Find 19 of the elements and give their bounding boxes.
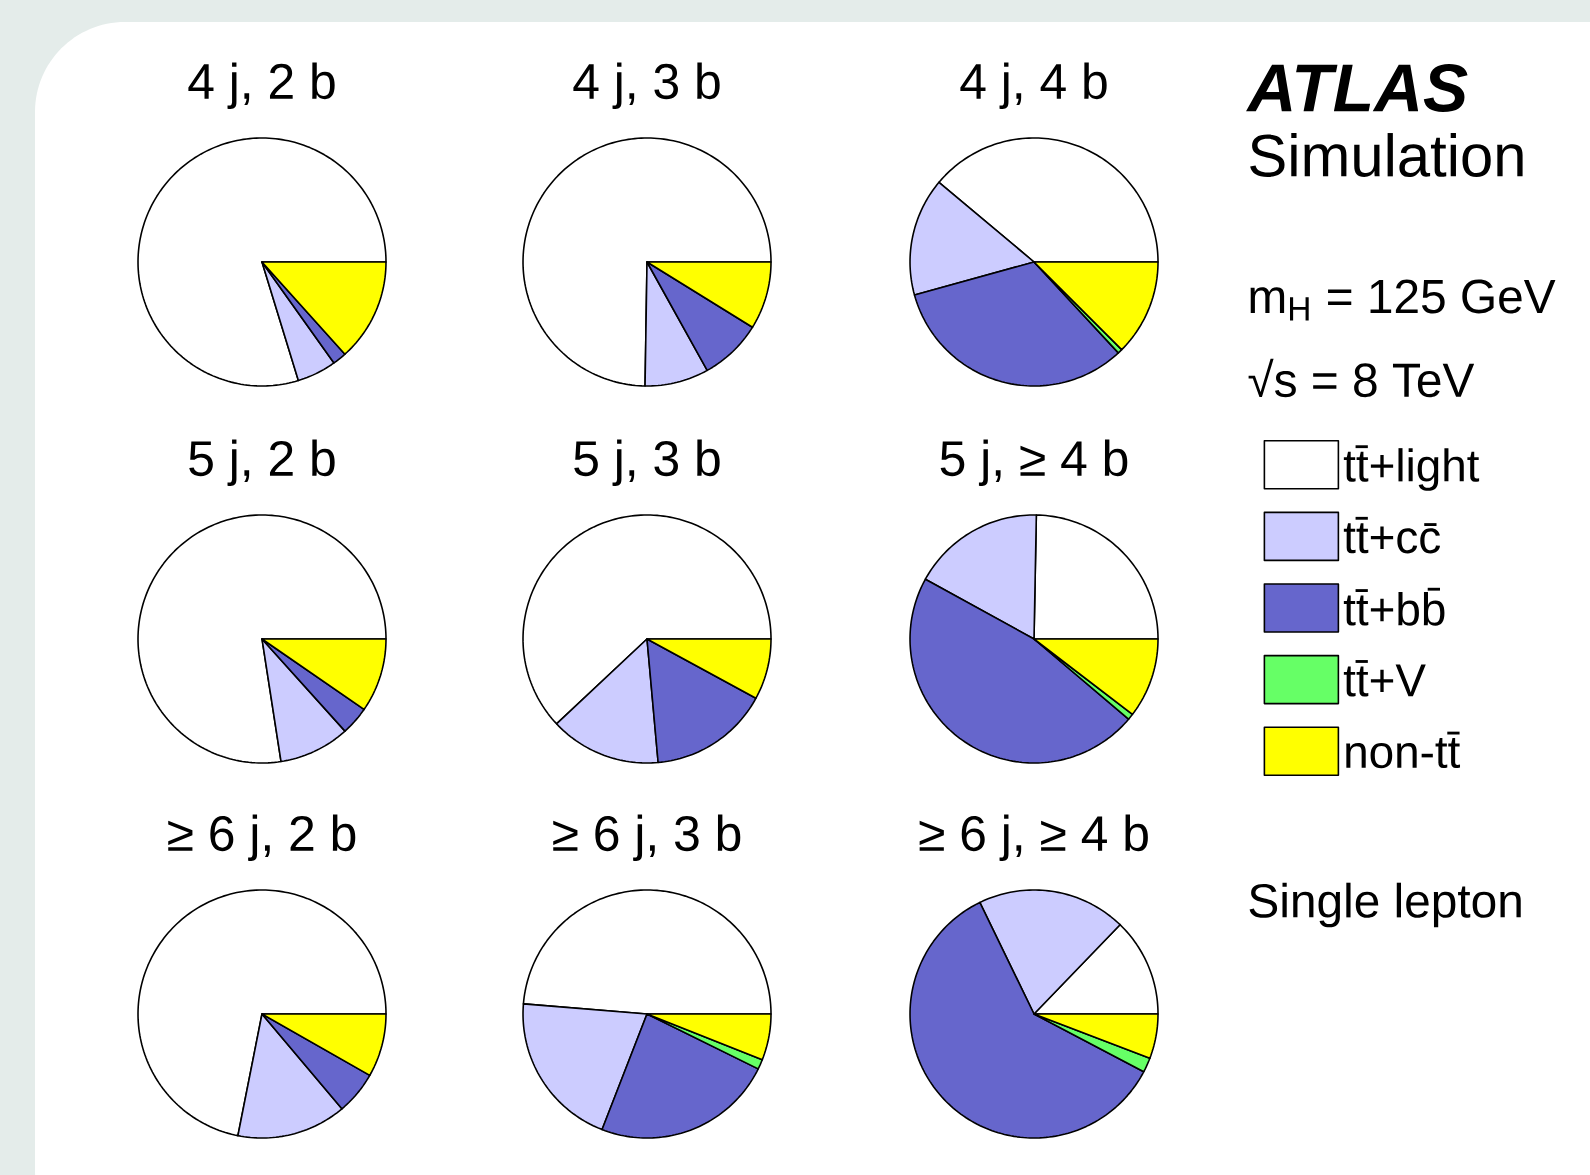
chart-title: 5 j, 2 b bbox=[189, 439, 335, 486]
legend-label: tt̄+cc̄ bbox=[1343, 516, 1441, 554]
chart-title: 5 j, 3 b bbox=[574, 439, 720, 486]
legend-label: tt̄+V bbox=[1343, 660, 1426, 697]
legend-label: tt̄+bb̄ bbox=[1343, 587, 1445, 626]
chart-title: 5 j, ≥ 4 b bbox=[940, 439, 1128, 487]
legend-label: non-tt̄ bbox=[1346, 731, 1461, 769]
chart-title: 4 j, 2 b bbox=[188, 62, 335, 109]
chart-title: ≥ 6 j, 3 b bbox=[553, 814, 741, 862]
text: Single lepton bbox=[1249, 882, 1521, 928]
chart-title: ≥ 6 j, 2 b bbox=[168, 814, 356, 862]
text: Simulation bbox=[1250, 133, 1523, 177]
text: ATLAS bbox=[1246, 64, 1468, 112]
text: √s = 8 TeV bbox=[1248, 358, 1475, 398]
legend-label: tt̄+light bbox=[1343, 445, 1480, 491]
chart-title: ≥ 6 j, ≥ 4 b bbox=[919, 814, 1148, 862]
chart-title: 4 j, 3 b bbox=[573, 62, 720, 109]
chart-title: 4 j, 4 b bbox=[960, 62, 1107, 109]
text: m$_{H}$ = 125 GeV bbox=[1250, 279, 1556, 321]
